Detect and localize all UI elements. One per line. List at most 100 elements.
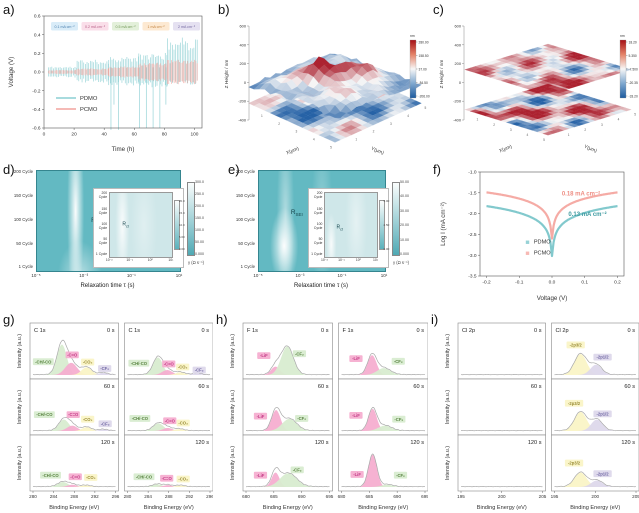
- fitted-peak-green: [265, 346, 309, 375]
- exchange-current-annotation: 0.18 mA cm⁻²: [562, 191, 600, 198]
- species-tag: -CF₂: [394, 359, 403, 364]
- spectrum-box: [338, 378, 428, 436]
- colorbar-label: -7.500: [629, 67, 639, 71]
- xps-grid: Cl 2p 0 s 60 s 120 s 195 200 205 Binding Energy…: [445, 322, 639, 511]
- axis-num: 5: [425, 106, 427, 110]
- envelope-line: [554, 471, 637, 488]
- fitted-peak-green: [140, 423, 177, 431]
- y-tick: -1.0: [468, 170, 477, 176]
- etch-time-label: 60 s: [318, 384, 329, 390]
- inset-colorbar-label: 15.0: [178, 210, 185, 215]
- x-tick: -0.1: [515, 280, 524, 286]
- fitted-peak-yellow: [165, 485, 195, 487]
- badge-label: 2 mA cm⁻²: [178, 25, 196, 29]
- x-axis-label: Binding Energy (eV): [144, 505, 194, 511]
- species-tag-box: [133, 473, 155, 481]
- species-tag: -CF₂: [295, 351, 304, 356]
- x-tick: 280: [124, 494, 132, 499]
- y-axis-label: Intensity (a.u.): [17, 446, 23, 480]
- exchange-current-annotation: 0.13 mA cm⁻²: [568, 211, 606, 218]
- fitted-peak-green: [140, 357, 176, 375]
- colorbar: [409, 39, 417, 99]
- y-tick: 0.2: [34, 51, 41, 57]
- y-tick: 100 Cycle: [235, 217, 255, 222]
- species-tag-box: [66, 411, 80, 419]
- colorbar-label: 30.00: [400, 208, 409, 213]
- y-tick: 100 Cycle: [13, 217, 33, 222]
- fitted-peak-lav: [182, 373, 211, 375]
- x-axis-label: Binding Energy (eV): [263, 505, 313, 511]
- x-tick: 10⁻¹: [126, 273, 136, 278]
- envelope-line: [32, 416, 116, 432]
- colorbar-label: 37.00: [419, 67, 427, 71]
- colorbar-label: 200.0: [195, 204, 204, 208]
- x-axis-label: Voltage (V): [537, 295, 568, 302]
- species-tag: -CH/-CO: [132, 416, 149, 421]
- fitted-peak-yellow: [163, 372, 197, 375]
- panel-letter-c: c): [433, 2, 444, 17]
- fitted-peak-lav: [576, 364, 616, 375]
- species-tag-box: [593, 353, 612, 361]
- species-tag: -2p3/2: [570, 343, 583, 348]
- x-tick: 0: [43, 132, 46, 138]
- species-tag-box: [593, 410, 612, 418]
- fitted-peak-pink: [356, 355, 388, 375]
- panel-f: f) -1.0 -1.5 -2.0 -2.5 -3.0 -3.5 -0.2 -0.1 0.0 0.…: [430, 160, 639, 310]
- badge-label: 1 mA cm⁻²: [147, 25, 165, 29]
- x-tick: 60: [132, 132, 138, 138]
- species-tag-box: [349, 412, 363, 419]
- x-tick: 100: [190, 132, 198, 138]
- core-level-title: Cl 2p: [556, 328, 569, 334]
- species-tag: -C=O: [70, 474, 81, 479]
- inset-colorbar-label: 5.00: [383, 198, 390, 203]
- height-map-cell: [542, 131, 554, 136]
- y-tick: -0.6: [32, 126, 41, 132]
- species-tag: -CO₃: [178, 365, 188, 370]
- height-planes-3d: 600 400 200 0 -200 -400 Z Height / nm 1 1 2 2 3 3 4 4 5…: [439, 24, 639, 155]
- y-tick: 50 Cycle: [238, 241, 255, 246]
- axis-num: 3: [601, 123, 603, 127]
- species-tag-box: [391, 357, 405, 365]
- spectrum-box: [124, 434, 213, 492]
- fitted-peak-green: [44, 344, 79, 375]
- etch-time-label: 120 s: [315, 440, 329, 446]
- inset-x-tick: 10⁰: [355, 258, 362, 262]
- x-axis-label: Binding Energy (eV): [570, 505, 620, 511]
- inset-y-tick: 200 Cycle: [98, 191, 108, 200]
- legend-label: PDMO: [80, 96, 98, 102]
- fitted-peak-lav: [88, 429, 118, 431]
- panel-letter-e: e): [228, 162, 240, 177]
- species-tag: -CH/-CO: [36, 412, 53, 417]
- colorbar-unit: γ (Ω s⁻¹): [392, 260, 410, 265]
- legend-swatch: [525, 251, 530, 255]
- x-tick: 685: [365, 494, 373, 499]
- y-tick: 50 Cycle: [16, 241, 33, 246]
- envelope-line: [245, 345, 330, 376]
- fitted-peak-lav: [88, 372, 118, 375]
- fitted-peak-yellow: [559, 472, 602, 487]
- panel-letter-a: a): [3, 2, 15, 17]
- current-density-badge: [112, 22, 139, 31]
- fitted-peak-yellow: [68, 367, 105, 375]
- x-tick: 10⁻³: [79, 273, 89, 278]
- axis-num: 2: [584, 128, 586, 132]
- y-tick: -0.2: [32, 88, 41, 94]
- species-tag-box: [162, 360, 176, 368]
- y-tick: 1 Cycle: [18, 264, 33, 269]
- colorbar: [187, 182, 195, 256]
- envelope-line: [127, 483, 211, 488]
- species-tag: -LiF: [352, 413, 360, 418]
- colorbar-label: 158.50: [419, 54, 429, 58]
- colorbar-label: 100.0: [195, 228, 204, 232]
- inset-y-tick: 100 Cycle: [98, 222, 108, 230]
- panel-letter-d: d): [3, 162, 15, 177]
- species-tag-box: [176, 363, 190, 371]
- z-tick: 400: [455, 42, 462, 47]
- fitted-peak-green: [141, 484, 174, 487]
- envelope-line: [32, 480, 116, 488]
- panel-a-canvas: 0.6 0.4 0.2 0.0 -0.2 -0.4 -0.6 0 20 40 60 80 100 Time…: [0, 0, 215, 160]
- inset-y-tick: 50 Cycle: [98, 237, 108, 246]
- x-tick: 200: [498, 494, 506, 499]
- z-axis-label: Z Height / nm: [439, 60, 445, 89]
- y-tick: -2.5: [468, 232, 477, 238]
